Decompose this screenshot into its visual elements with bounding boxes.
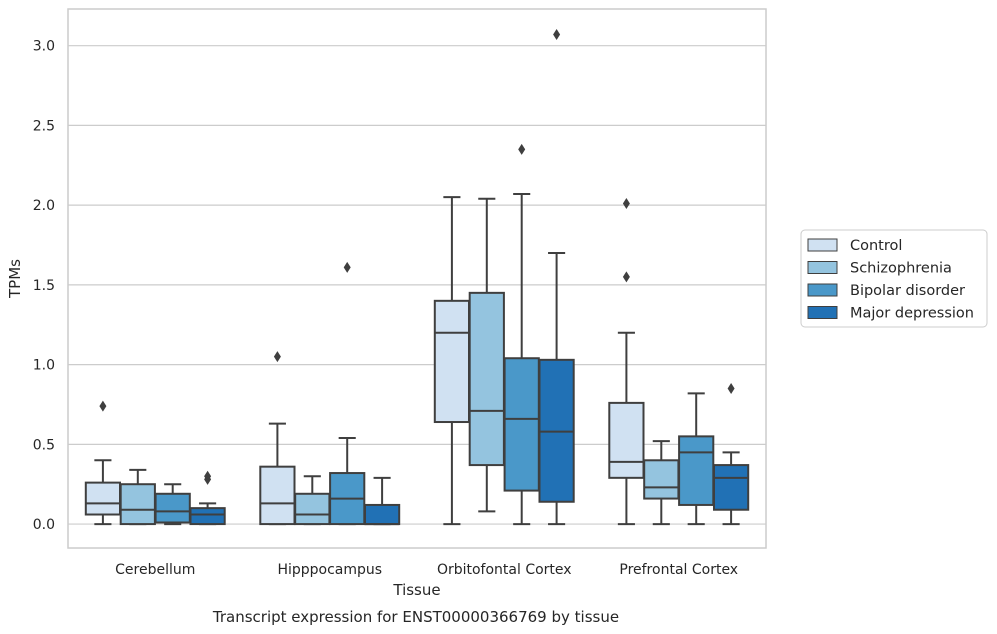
outlier-point xyxy=(518,143,526,155)
gridlines xyxy=(68,45,766,525)
box-iqr xyxy=(259,465,296,526)
x-tick-label: Hipppocampus xyxy=(277,562,382,578)
box-bipolar-disorder xyxy=(678,392,715,526)
box-iqr xyxy=(363,503,401,526)
chart-title: Transcript expression for ENST0000036676… xyxy=(212,608,619,626)
box-bipolar-disorder xyxy=(503,143,540,526)
outlier-point xyxy=(99,400,107,412)
box-major-depression xyxy=(189,470,226,526)
legend-frame xyxy=(800,229,988,328)
y-tick-label: 0.0 xyxy=(33,517,55,533)
box-major-depression xyxy=(363,476,401,526)
x-tick-label: Cerebellum xyxy=(115,562,195,578)
box-iqr xyxy=(503,357,540,492)
legend-entry: Schizophrenia xyxy=(850,261,952,277)
box-iqr xyxy=(84,481,122,516)
box-iqr xyxy=(678,435,715,506)
box-major-depression xyxy=(712,383,750,526)
legend-swatch xyxy=(807,261,838,274)
legend-entry: Major depression xyxy=(850,306,974,322)
outlier-point xyxy=(727,383,735,395)
box-control xyxy=(84,400,122,526)
outlier-point xyxy=(622,271,630,283)
boxplot-marks xyxy=(84,29,750,526)
box-iqr xyxy=(154,492,191,524)
plot-frame xyxy=(67,8,767,549)
legend-entry: Bipolar disorder xyxy=(850,283,965,299)
box-control xyxy=(433,196,471,526)
box-schizophrenia xyxy=(468,197,505,513)
legend-swatch xyxy=(807,238,838,252)
box-iqr xyxy=(294,492,331,526)
box-schizophrenia xyxy=(294,475,331,526)
legend-entry: Control xyxy=(850,238,902,254)
box-schizophrenia xyxy=(119,468,156,526)
box-control xyxy=(259,351,296,526)
y-tick-label: 2.0 xyxy=(33,198,55,214)
box-iqr xyxy=(189,507,226,526)
outlier-point xyxy=(204,470,212,482)
y-tick-label: 1.5 xyxy=(33,278,55,294)
y-tick-label: 2.5 xyxy=(33,118,55,134)
x-tick-label: Prefrontal Cortex xyxy=(619,562,738,578)
y-axis-ticks: 0.0 0.5 1.0 1.5 2.0 2.5 3.0 xyxy=(33,39,55,533)
box-iqr xyxy=(712,464,750,511)
box-schizophrenia xyxy=(643,440,680,526)
legend: Control Schizophrenia Bipolar disorder Majo… xyxy=(800,229,988,328)
outlier-point xyxy=(343,261,351,273)
outlier-point xyxy=(273,351,281,363)
y-tick-label: 3.0 xyxy=(33,39,55,55)
outlier-point xyxy=(553,29,561,41)
legend-swatch xyxy=(807,306,838,319)
box-bipolar-disorder xyxy=(154,483,191,526)
box-iqr xyxy=(468,291,505,467)
legend-swatch xyxy=(807,283,838,297)
y-tick-label: 1.0 xyxy=(33,358,55,374)
box-control xyxy=(608,198,645,526)
box-major-depression xyxy=(538,29,575,526)
box-iqr xyxy=(433,299,471,424)
box-iqr xyxy=(119,483,156,526)
x-axis-label: Tissue xyxy=(392,581,440,599)
outlier-point xyxy=(622,198,630,210)
x-axis-ticks: Cerebellum Hipppocampus Orbitofontal Corte… xyxy=(115,562,738,578)
box-bipolar-disorder xyxy=(329,261,366,526)
x-tick-label: Orbitofontal Cortex xyxy=(437,562,572,578)
box-iqr xyxy=(643,459,680,500)
y-axis-label: TPMs xyxy=(6,259,24,299)
box-iqr xyxy=(608,401,645,479)
y-tick-label: 0.5 xyxy=(33,437,55,453)
